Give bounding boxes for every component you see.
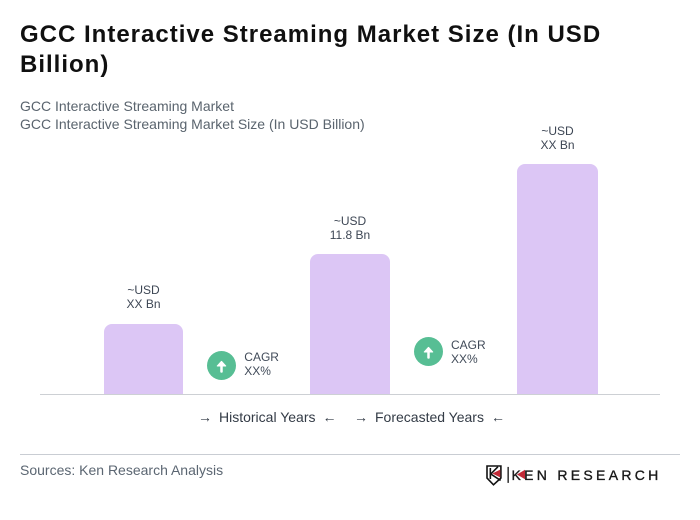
svg-text:KEN RESEARCH: KEN RESEARCH — [512, 467, 662, 483]
